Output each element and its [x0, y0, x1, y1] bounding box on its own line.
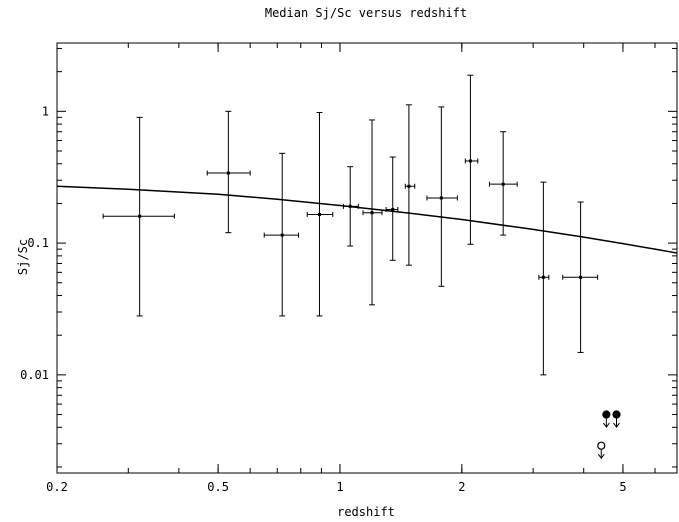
data-point	[362, 119, 383, 306]
data-point	[263, 152, 300, 317]
point-marker	[468, 159, 472, 163]
data-point	[206, 110, 251, 234]
arrow-head	[613, 422, 620, 428]
plot-frame	[56, 42, 678, 474]
point-marker	[348, 204, 352, 208]
data-point	[464, 74, 479, 245]
arrow-head	[597, 453, 605, 460]
chart-title: Median Sj/Sc versus redshift	[265, 6, 467, 20]
y-axis-ticks: 0.01 0.1 1	[20, 47, 677, 468]
point-marker	[226, 171, 230, 175]
data-point	[102, 116, 175, 317]
x-axis-ticks: 0.2 0.5 1 2 5	[46, 43, 656, 494]
y-axis-label: Sj/Sc	[16, 239, 30, 275]
data-point	[385, 156, 399, 261]
x-tick-label: 2	[458, 480, 465, 494]
x-tick-label: 1	[336, 480, 343, 494]
point-marker	[317, 212, 321, 216]
x-tick-label: 0.2	[46, 480, 68, 494]
y-tick-label: 0.1	[27, 236, 49, 250]
filled-circle-marker	[602, 410, 611, 419]
data-point	[426, 106, 458, 287]
x-axis-label: redshift	[337, 505, 395, 519]
point-marker	[501, 182, 505, 186]
upper-limit	[602, 410, 611, 428]
data-point	[538, 181, 550, 376]
point-marker	[280, 233, 284, 237]
upper-limit	[612, 410, 621, 428]
point-marker	[541, 275, 545, 279]
point-marker	[439, 196, 443, 200]
upper-limit	[597, 441, 606, 460]
arrow-head	[602, 422, 610, 428]
y-tick-label: 1	[42, 104, 49, 118]
x-tick-label: 0.5	[207, 480, 229, 494]
upper-limit-markers	[597, 410, 621, 460]
y-tick-label: 0.01	[20, 368, 49, 382]
point-marker	[579, 275, 583, 279]
point-marker	[138, 214, 142, 218]
filled-circle-marker	[612, 410, 621, 419]
point-marker	[370, 211, 374, 215]
data-point	[342, 166, 359, 247]
x-tick-label: 5	[619, 480, 626, 494]
data-point	[562, 201, 599, 353]
open-circle-marker	[597, 441, 606, 450]
data-point	[488, 131, 518, 236]
model-curve	[56, 185, 678, 254]
data-point	[404, 104, 416, 266]
data-points	[102, 74, 599, 376]
point-marker	[407, 184, 411, 188]
data-point	[306, 111, 334, 317]
point-marker	[391, 207, 395, 211]
